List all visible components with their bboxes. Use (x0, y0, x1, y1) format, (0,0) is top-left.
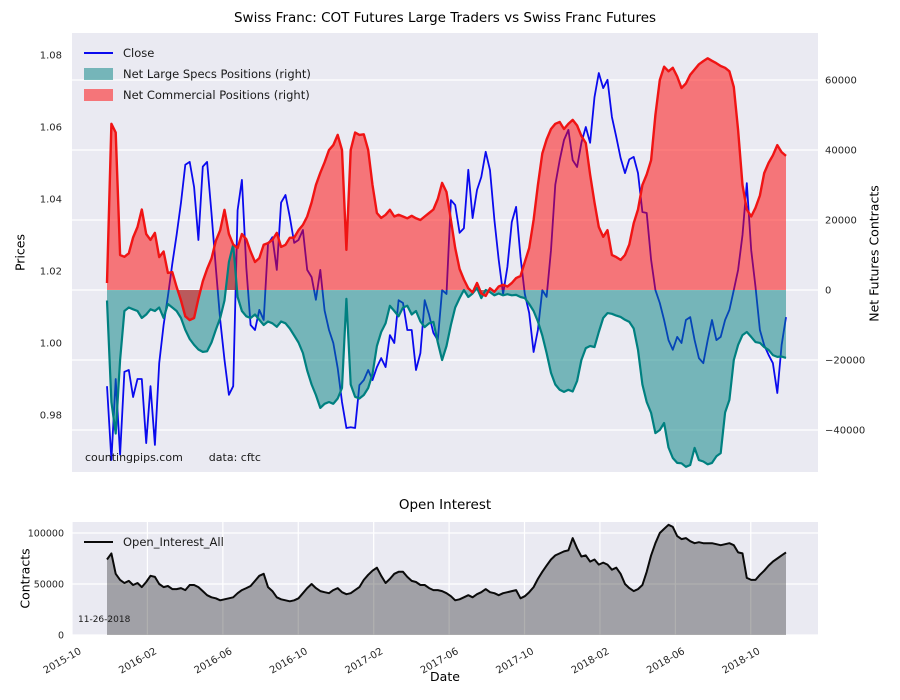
net-commercial-area (107, 58, 786, 321)
tick-label: 100000 (28, 529, 64, 540)
tick-label: 1.00 (40, 339, 62, 350)
net-large-specs-line (105, 243, 787, 468)
last-data-date: 11-26-2018 (78, 615, 131, 625)
tick-label: 50000 (34, 580, 64, 591)
legend-item-open-interest: Open_Interest_All (84, 534, 224, 550)
tick-label: 0.98 (40, 411, 62, 422)
bottom-plot-area (72, 522, 818, 635)
tick-label: 1.08 (40, 51, 62, 62)
tick-label: 1.02 (40, 267, 62, 278)
legend-label-close: Close (123, 46, 155, 60)
comm-patch-swatch-icon (84, 89, 113, 101)
tick-label: 20000 (825, 216, 857, 227)
watermark-site: countingpips.com (85, 451, 183, 464)
tick-label: 1.06 (40, 123, 62, 134)
tick-label: −20000 (825, 356, 865, 367)
left-axis-title: Prices (12, 234, 28, 272)
top-legend: Close Net Large Specs Positions (right) … (84, 45, 311, 103)
legend-label-comm: Net Commercial Positions (right) (123, 88, 310, 102)
net-large-specs-area (107, 244, 786, 467)
legend-item-comm: Net Commercial Positions (right) (84, 87, 311, 103)
open-interest-line (106, 523, 787, 603)
open-interest-line-swatch-icon (84, 541, 113, 543)
close-line-swatch-icon (84, 52, 113, 54)
tick-label: 0 (58, 631, 64, 642)
tick-label: 60000 (825, 76, 857, 87)
watermark: countingpips.com data: cftc (85, 451, 287, 464)
bottom-legend: Open_Interest_All (84, 534, 224, 550)
legend-label-specs: Net Large Specs Positions (right) (123, 67, 311, 81)
tick-label: −40000 (825, 426, 865, 437)
tick-label: 1.04 (40, 195, 62, 206)
x-axis-title: Date (430, 669, 460, 684)
net-commercial-line (105, 57, 787, 322)
specs-patch-swatch-icon (84, 68, 113, 80)
tick-label: 0 (825, 286, 831, 297)
open-interest-area (107, 524, 786, 635)
right-axis-title: Net Futures Contracts (866, 185, 882, 322)
legend-item-close: Close (84, 45, 311, 61)
data-source-note: data: cftc (208, 451, 261, 464)
bottom-chart-title: Open Interest (398, 497, 492, 513)
tick-label: 40000 (825, 146, 857, 157)
legend-label-open-interest: Open_Interest_All (123, 535, 224, 549)
top-chart-title: Swiss Franc: COT Futures Large Traders v… (233, 10, 657, 26)
bottom-y-axis-title: Contracts (17, 548, 33, 609)
legend-item-specs: Net Large Specs Positions (right) (84, 66, 311, 82)
